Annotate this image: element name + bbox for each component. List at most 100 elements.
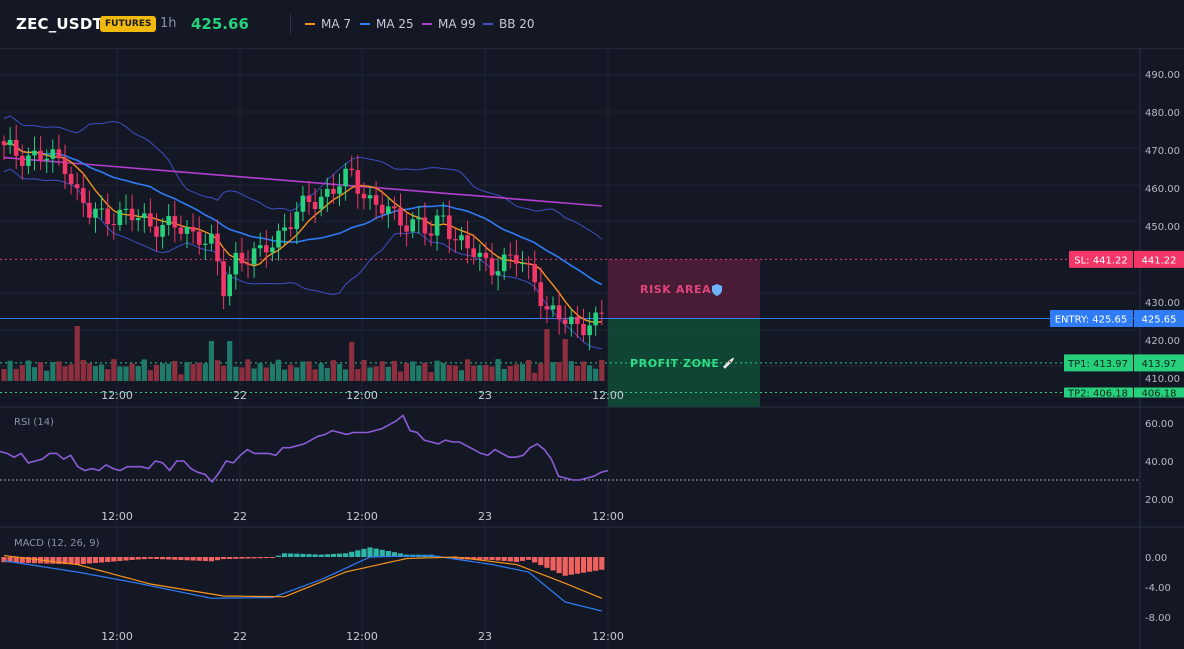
volume-bar [440, 363, 446, 381]
last-price: 425.66 [191, 15, 249, 33]
candle-body [471, 248, 476, 257]
time-axis-label: 22 [233, 389, 247, 402]
timeframe-label[interactable]: 1h [160, 16, 177, 31]
rocket-icon [721, 357, 734, 369]
macd-hist-bar [312, 554, 318, 557]
macd-hist-bar [330, 553, 336, 557]
legend-bb20[interactable]: BB 20 [483, 17, 535, 31]
volume-bar [160, 363, 166, 381]
volume-bar [410, 361, 416, 381]
candle-body [355, 170, 361, 194]
rsi-axis[interactable]: 60.00 40.00 20.00 [1145, 419, 1174, 506]
legend-ma25[interactable]: MA 25 [360, 17, 414, 31]
candle-body [44, 158, 49, 161]
tp1-badge-label: TP1: 413.97 [1067, 359, 1128, 370]
volume-bar [233, 366, 239, 381]
tp1-axis-tag[interactable]: 413.97 [1134, 354, 1184, 372]
volume-bar [282, 369, 288, 381]
candle-body [508, 254, 513, 256]
symbol-title[interactable]: ZEC_USDT [16, 15, 103, 33]
rsi-pane[interactable] [0, 408, 1140, 525]
candle-body [428, 233, 434, 236]
tp2-badge[interactable]: TP2: 406.18 [1064, 387, 1133, 400]
profit-zone[interactable] [608, 318, 760, 407]
candle-body [575, 316, 580, 324]
volume-bar [147, 370, 153, 381]
candle-body [56, 149, 62, 159]
sl-axis-tag[interactable]: 441.22 [1134, 250, 1184, 268]
candle-body [233, 252, 239, 275]
candle-body [190, 226, 196, 232]
volume-bar [92, 366, 99, 381]
legend-ma99[interactable]: MA 99 [422, 17, 476, 31]
macd-hist-bar [556, 557, 562, 574]
macd-hist-bar [135, 557, 141, 560]
macd-hist-bar [282, 553, 288, 557]
entry-axis-bg [1134, 310, 1184, 328]
tp2-axis-tag[interactable]: 406.18 [1134, 387, 1184, 400]
volume-bar [385, 366, 391, 381]
bb-band-line [3, 168, 602, 350]
price-axis[interactable]: 490.00 480.00 470.00 460.00 450.00 430.00 420.… [1145, 70, 1180, 385]
candle-body [117, 209, 123, 226]
volume-bar [86, 363, 92, 381]
candle-body [550, 305, 556, 310]
volume-bar [324, 367, 330, 381]
macd-axis[interactable]: 0.00 -4.00 -8.00 [1145, 553, 1171, 624]
legend-ma7[interactable]: MA 7 [305, 17, 351, 31]
time-axis-price-pane[interactable]: 12:00 22 12:00 23 12:00 [101, 389, 624, 402]
volume-bar [74, 326, 80, 381]
candle-body [361, 193, 367, 199]
volume-bar [580, 361, 587, 381]
price-tick-label: 460.00 [1145, 184, 1180, 195]
candle-body [386, 206, 391, 214]
volume-bar [99, 364, 105, 381]
macd-hist-bar [257, 557, 263, 559]
candle-body [105, 208, 110, 225]
volume-bar [294, 367, 300, 381]
macd-tick-label: 0.00 [1145, 553, 1167, 564]
candle-body [32, 150, 37, 156]
macd-hist-bar [74, 557, 80, 565]
time-axis-label: 22 [233, 630, 247, 643]
volume-bar [422, 362, 428, 381]
candle-body [569, 316, 574, 325]
macd-hist-bar [68, 557, 74, 565]
volume-bar [275, 359, 282, 381]
candlesticks[interactable] [1, 124, 605, 351]
macd-hist-bar [86, 557, 92, 564]
macd-hist-bar [471, 557, 477, 560]
time-axis-rsi-pane[interactable]: 12:00 22 12:00 23 12:00 [101, 510, 624, 523]
risk-area-zone[interactable] [608, 259, 760, 319]
tp1-badge-bg [1064, 354, 1133, 372]
candle-body [184, 226, 190, 234]
tp2-badge-bg [1064, 387, 1133, 398]
entry-badge[interactable]: ENTRY: 425.65 [1050, 310, 1133, 328]
volume-bars [1, 326, 605, 381]
volume-bar [416, 365, 422, 381]
candle-body [172, 216, 178, 228]
candle-body [343, 168, 348, 187]
price-tick-label: 490.00 [1145, 70, 1180, 81]
entry-axis-tag[interactable]: 425.65 [1134, 310, 1184, 328]
candle-body [74, 184, 80, 189]
candle-body [367, 195, 373, 199]
volume-bar [251, 368, 257, 381]
price-pane[interactable] [0, 49, 1140, 407]
macd-pane[interactable] [0, 528, 1140, 649]
volume-bar [434, 360, 440, 381]
time-axis-label: 12:00 [592, 389, 624, 402]
macd-hist-bar [538, 557, 544, 566]
time-axis-label: 23 [478, 630, 492, 643]
sl-badge[interactable]: SL: 441.22 [1069, 250, 1133, 268]
futures-badge: FUTURES [100, 16, 157, 32]
candle-body [215, 233, 220, 262]
volume-bar [373, 366, 379, 381]
macd-hist-bar [343, 553, 349, 557]
volume-bar [446, 364, 452, 381]
volume-bar [44, 370, 50, 381]
time-axis-macd-pane[interactable]: 12:00 22 12:00 23 12:00 [101, 630, 624, 643]
candle-body [410, 219, 415, 232]
tp1-badge[interactable]: TP1: 413.97 [1064, 354, 1133, 372]
